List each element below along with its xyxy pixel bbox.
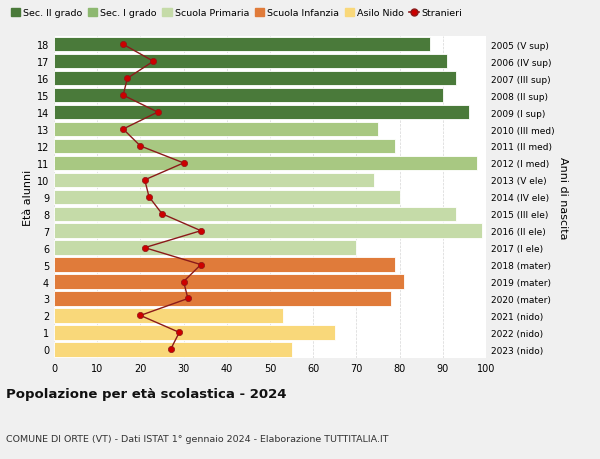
Bar bbox=[54, 308, 283, 323]
Bar bbox=[54, 38, 430, 52]
Bar bbox=[54, 224, 482, 238]
Bar bbox=[54, 342, 292, 357]
Bar bbox=[54, 55, 447, 69]
Bar bbox=[54, 275, 404, 289]
Bar bbox=[54, 89, 443, 103]
Bar bbox=[54, 325, 335, 340]
Bar bbox=[54, 72, 456, 86]
Y-axis label: Età alunni: Età alunni bbox=[23, 169, 32, 225]
Bar bbox=[54, 241, 356, 255]
Bar bbox=[54, 190, 400, 205]
Bar bbox=[54, 258, 395, 272]
Bar bbox=[54, 140, 395, 154]
Bar bbox=[54, 291, 391, 306]
Legend: Sec. II grado, Sec. I grado, Scuola Primaria, Scuola Infanzia, Asilo Nido, Stran: Sec. II grado, Sec. I grado, Scuola Prim… bbox=[11, 9, 463, 18]
Bar bbox=[54, 123, 378, 137]
Bar bbox=[54, 207, 456, 221]
Bar bbox=[54, 106, 469, 120]
Text: COMUNE DI ORTE (VT) - Dati ISTAT 1° gennaio 2024 - Elaborazione TUTTITALIA.IT: COMUNE DI ORTE (VT) - Dati ISTAT 1° genn… bbox=[6, 434, 389, 442]
Text: Popolazione per età scolastica - 2024: Popolazione per età scolastica - 2024 bbox=[6, 387, 287, 400]
Y-axis label: Anni di nascita: Anni di nascita bbox=[559, 156, 568, 239]
Bar bbox=[54, 173, 374, 188]
Bar bbox=[54, 157, 478, 171]
